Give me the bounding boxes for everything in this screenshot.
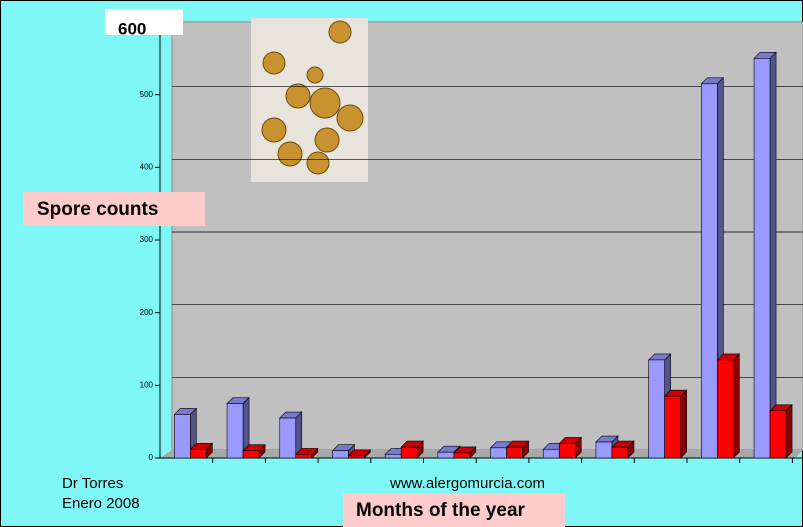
bar — [279, 417, 297, 459]
y-tick-box — [105, 9, 183, 35]
spore-image — [251, 18, 368, 182]
bar — [717, 359, 734, 459]
y-tick-label: 300 — [140, 235, 154, 244]
bar — [611, 446, 629, 459]
bar — [542, 448, 560, 459]
y-tick-label: 200 — [140, 308, 154, 317]
bar — [348, 455, 365, 459]
bar — [437, 451, 455, 459]
date: Enero 2008 — [62, 495, 140, 512]
author: Dr Torres — [62, 475, 123, 492]
bar — [753, 58, 771, 459]
bar-side — [680, 389, 687, 459]
plot-floor — [160, 450, 803, 458]
bar-side — [769, 51, 777, 459]
bar — [769, 410, 787, 459]
y-tick-label: 400 — [140, 162, 154, 171]
bar — [242, 450, 260, 459]
bar — [295, 454, 313, 459]
y-axis-label: Spore counts — [37, 199, 158, 220]
bar — [595, 441, 613, 459]
bar — [453, 452, 471, 459]
bar — [190, 448, 207, 459]
bar — [226, 403, 244, 459]
website: www.alergomurcia.com — [389, 475, 545, 492]
xlabel-box — [343, 493, 565, 527]
bar — [648, 359, 665, 459]
bar — [558, 443, 576, 459]
bar — [384, 454, 402, 459]
bar — [174, 414, 191, 459]
bar — [490, 447, 507, 459]
ylabel-box — [23, 192, 205, 226]
bar — [701, 83, 718, 459]
bar — [332, 450, 349, 459]
y-tick-label: 500 — [140, 90, 154, 99]
bar — [506, 446, 523, 459]
bar — [664, 395, 681, 459]
y-tick-label: 600 — [118, 19, 146, 38]
x-axis-label: Months of the year — [356, 500, 526, 521]
bar-side — [733, 353, 740, 459]
y-tick-label: 100 — [140, 380, 154, 389]
y-tick-label: 0 — [149, 453, 154, 462]
bar — [400, 446, 418, 459]
bar-side — [785, 404, 793, 459]
